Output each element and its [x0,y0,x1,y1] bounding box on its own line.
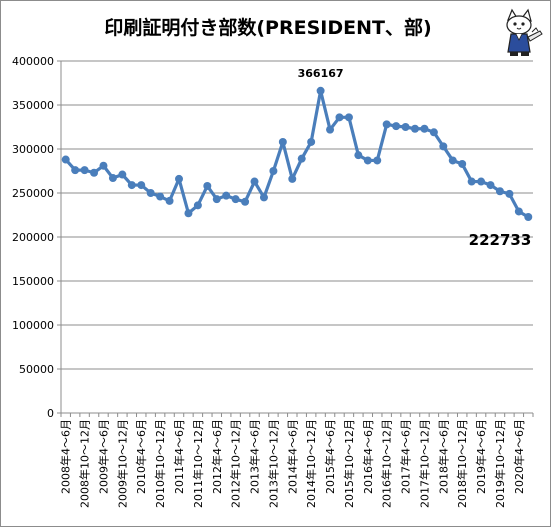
data-point [259,193,268,202]
series-line-segment [262,169,275,199]
data-point [193,201,202,210]
data-point [241,197,250,206]
x-tick-label: 2017年4～6月 [399,419,413,494]
data-point [411,124,419,133]
y-tick-label: 350000 [12,99,54,112]
data-point [278,137,287,146]
y-tick-label: 400000 [12,55,54,68]
series-line-segment [375,122,389,163]
data-point [373,156,382,165]
data-point [524,212,533,221]
data-point [316,86,325,95]
data-point [99,161,108,170]
data-point [231,195,240,204]
data-point [250,177,259,186]
x-tick-label: 2009年10～12月 [115,419,129,508]
x-tick-label: 2009年4～6月 [96,419,110,494]
latest-value-label: 222733 [469,231,532,249]
data-point [495,187,504,196]
x-tick-label: 2015年10～12月 [342,419,356,508]
series-line-segment [271,140,285,173]
series-line-segment [281,140,294,181]
data-point [127,181,136,190]
data-point [382,120,391,129]
data-point [505,189,514,198]
data-point [288,174,297,183]
x-tick-label: 2008年4～6月 [59,419,73,494]
series-line-segment [177,177,191,215]
x-tick-label: 2010年4～6月 [134,419,148,494]
data-point [222,191,231,200]
y-tick-label: 150000 [12,275,54,288]
x-tick-label: 2018年4～6月 [436,419,450,494]
x-tick-label: 2019年4～6月 [474,419,488,494]
x-tick-label: 2016年4～6月 [361,419,375,494]
y-tick-label: 200000 [12,231,54,244]
data-point [203,181,212,190]
series-line-segment [347,115,360,157]
data-point [448,156,457,165]
data-point [354,151,363,160]
x-tick-label: 2019年10～12月 [493,419,507,508]
data-point [175,174,183,183]
y-tick-label: 300000 [12,143,54,156]
data-point [137,181,146,190]
x-tick-label: 2010年10～12月 [153,419,167,508]
data-point [344,113,353,122]
chart-title: 印刷証明付き部数(PRESIDENT、部) [104,16,431,39]
data-point [71,166,80,175]
data-point [269,167,278,175]
y-tick-label: 100000 [12,319,54,332]
data-point [439,142,448,151]
data-point [108,174,117,183]
data-point [118,170,127,179]
data-point [326,125,335,134]
x-tick-label: 2011年4～6月 [172,419,186,494]
data-point [297,154,306,163]
data-point [429,128,438,137]
x-tick-label: 2014年4～6月 [285,419,299,494]
x-tick-label: 2011年10～12月 [191,419,205,508]
data-point [392,122,401,131]
x-tick-label: 2017年10～12月 [417,419,431,508]
x-tick-label: 2013年10～12月 [266,419,280,508]
data-point [363,156,372,165]
data-point [335,113,344,122]
x-tick-label: 2020年4～6月 [512,419,526,494]
data-point [420,124,429,133]
data-point [184,209,193,218]
y-tick-label: 0 [47,407,54,420]
cat-mascot-icon [506,8,543,56]
data-point [477,177,486,186]
data-point [307,137,316,146]
x-tick-label: 2015年4～6月 [323,419,337,494]
x-tick-label: 2016年10～12月 [380,419,394,508]
data-point [212,195,221,204]
x-tick-label: 2013年4～6月 [248,419,262,494]
data-point [467,177,476,186]
data-point [156,192,165,201]
peak-value-label: 366167 [298,67,344,80]
data-point [514,207,523,216]
data-point [401,123,410,131]
data-point [90,168,99,177]
y-tick-label: 50000 [19,363,54,376]
data-point [80,166,89,175]
x-tick-label: 2008年10～12月 [78,419,92,508]
x-tick-label: 2012年10～12月 [229,419,243,508]
series-line-segment [319,89,332,132]
data-point [458,159,467,168]
data-point [165,196,174,205]
y-tick-label: 250000 [12,187,54,200]
data-point [61,155,70,164]
data-point [146,189,155,197]
data-point [486,181,495,190]
x-tick-label: 2018年10～12月 [455,419,469,508]
series-line-segment [309,89,323,144]
x-tick-label: 2012年4～6月 [210,419,224,494]
x-tick-label: 2014年10～12月 [304,419,318,508]
